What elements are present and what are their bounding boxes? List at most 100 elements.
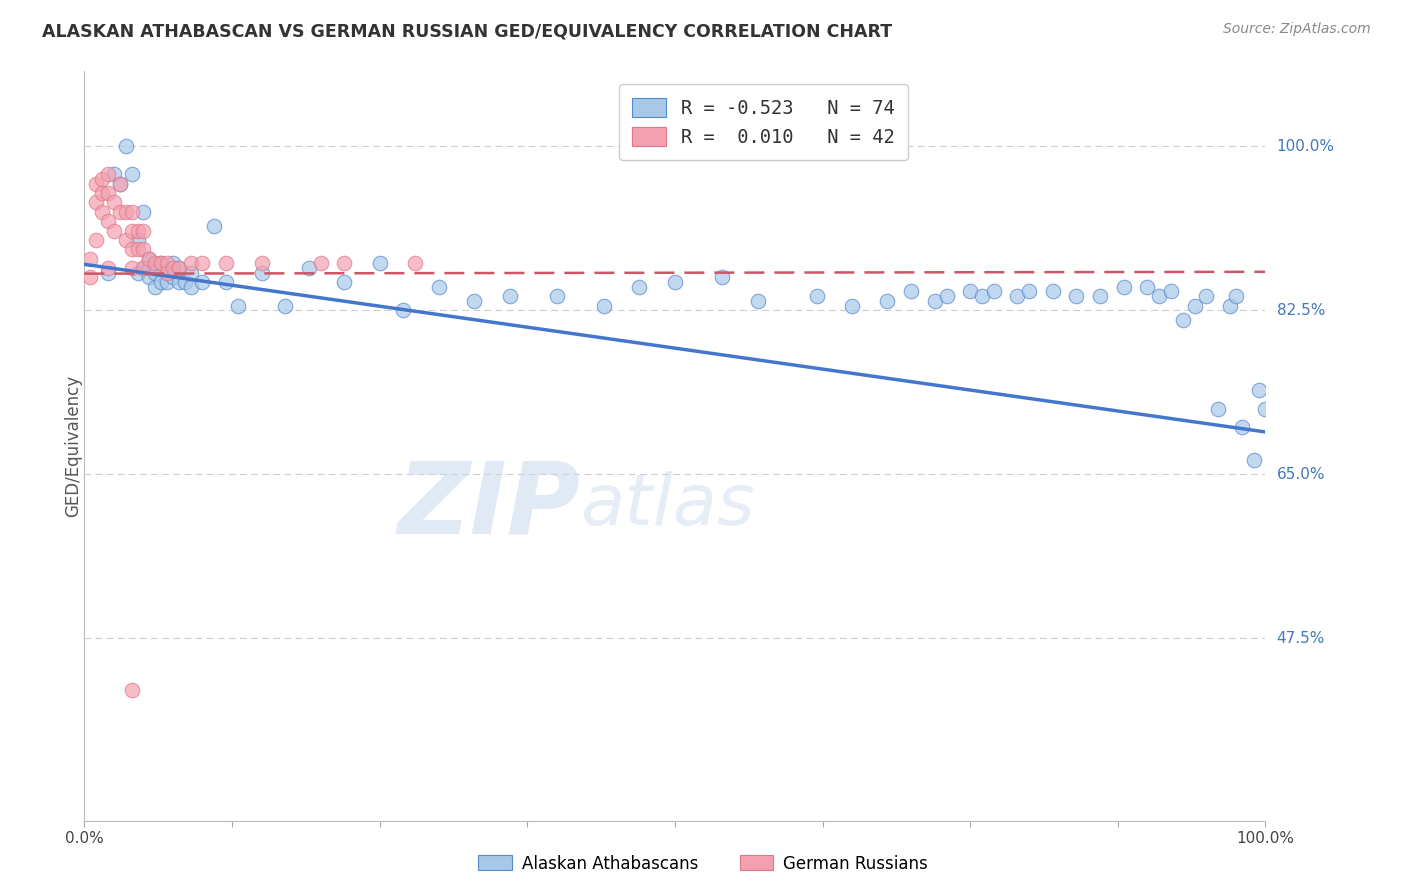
Point: [114, 233, 136, 247]
Point: [1018, 285, 1040, 299]
Point: [97, 214, 120, 228]
Point: [114, 205, 136, 219]
Point: [191, 256, 214, 270]
Point: [876, 293, 898, 308]
Point: [97, 168, 120, 182]
Point: [108, 177, 131, 191]
Point: [546, 289, 568, 303]
Point: [91, 205, 114, 219]
Point: [180, 266, 202, 280]
Point: [250, 266, 273, 280]
Point: [156, 261, 179, 276]
Point: [84, 195, 107, 210]
Point: [127, 224, 149, 238]
Point: [143, 280, 166, 294]
Point: [711, 270, 734, 285]
Point: [79, 252, 101, 266]
Point: [156, 266, 179, 280]
Point: [91, 186, 114, 201]
Legend: Alaskan Athabascans, German Russians: Alaskan Athabascans, German Russians: [471, 848, 935, 880]
Point: [215, 275, 238, 289]
Point: [121, 205, 143, 219]
Point: [1254, 401, 1277, 416]
Point: [127, 243, 149, 257]
Point: [103, 224, 125, 238]
Point: [180, 280, 202, 294]
Point: [121, 224, 143, 238]
Point: [108, 205, 131, 219]
Point: [924, 293, 946, 308]
Point: [167, 261, 190, 276]
Point: [180, 256, 202, 270]
Point: [121, 243, 143, 257]
Point: [138, 252, 160, 266]
Point: [84, 177, 107, 191]
Text: 47.5%: 47.5%: [1277, 631, 1324, 646]
Point: [1219, 299, 1241, 313]
Point: [150, 275, 173, 289]
Point: [1243, 453, 1265, 467]
Text: 100.0%: 100.0%: [1277, 139, 1334, 153]
Point: [900, 285, 922, 299]
Point: [167, 275, 190, 289]
Point: [143, 256, 166, 270]
Point: [191, 275, 214, 289]
Point: [173, 275, 195, 289]
Text: 65.0%: 65.0%: [1277, 467, 1324, 482]
Point: [103, 195, 125, 210]
Point: [132, 224, 155, 238]
Point: [156, 266, 179, 280]
Point: [215, 256, 238, 270]
Point: [1007, 289, 1029, 303]
Point: [1195, 289, 1218, 303]
Point: [97, 266, 120, 280]
Text: atlas: atlas: [581, 472, 755, 541]
Point: [121, 682, 143, 697]
Point: [167, 261, 190, 276]
Point: [143, 261, 166, 276]
Text: 82.5%: 82.5%: [1277, 302, 1324, 318]
Point: [593, 299, 616, 313]
Point: [127, 233, 149, 247]
Point: [333, 256, 356, 270]
Point: [1066, 289, 1088, 303]
Point: [970, 289, 993, 303]
Text: ALASKAN ATHABASCAN VS GERMAN RUSSIAN GED/EQUIVALENCY CORRELATION CHART: ALASKAN ATHABASCAN VS GERMAN RUSSIAN GED…: [42, 22, 893, 40]
Point: [274, 299, 297, 313]
Point: [392, 303, 415, 318]
Point: [1184, 299, 1206, 313]
Point: [162, 256, 184, 270]
Point: [1088, 289, 1111, 303]
Point: [1136, 280, 1159, 294]
Point: [368, 256, 391, 270]
Point: [498, 289, 520, 303]
Point: [983, 285, 1005, 299]
Text: ZIP: ZIP: [398, 458, 581, 555]
Point: [298, 261, 321, 276]
Point: [1112, 280, 1135, 294]
Point: [156, 275, 179, 289]
Point: [121, 168, 143, 182]
Point: [202, 219, 225, 233]
Point: [309, 256, 332, 270]
Point: [1225, 289, 1247, 303]
Point: [1042, 285, 1064, 299]
Point: [138, 270, 160, 285]
Point: [959, 285, 981, 299]
Point: [103, 168, 125, 182]
Point: [1206, 401, 1229, 416]
Point: [150, 256, 173, 270]
Point: [664, 275, 686, 289]
Point: [162, 261, 184, 276]
Legend: R = -0.523   N = 74, R =  0.010   N = 42: R = -0.523 N = 74, R = 0.010 N = 42: [619, 85, 908, 160]
Point: [127, 266, 149, 280]
Point: [108, 177, 131, 191]
Point: [114, 139, 136, 153]
Point: [132, 261, 155, 276]
Point: [84, 233, 107, 247]
Point: [150, 256, 173, 270]
Point: [162, 270, 184, 285]
Point: [132, 261, 155, 276]
Point: [138, 252, 160, 266]
Point: [427, 280, 450, 294]
